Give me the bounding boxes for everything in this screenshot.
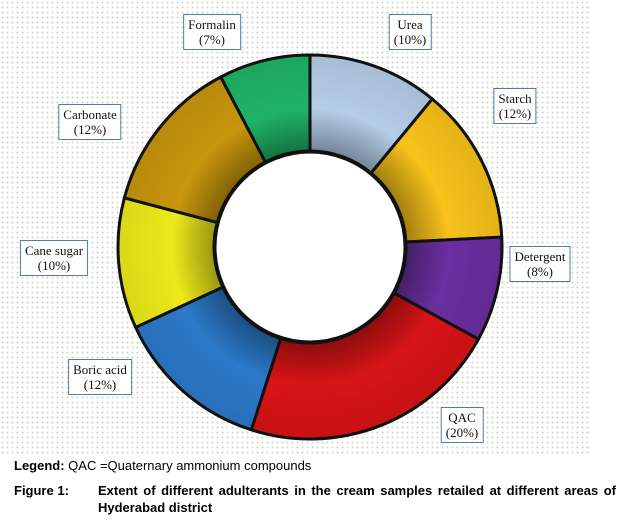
slice-label-qac-percent: (20%): [445, 425, 479, 440]
slice-label-urea-name: Urea: [397, 17, 423, 32]
legend-text: QAC =Quaternary ammonium compounds: [64, 458, 312, 473]
slice-label-carbonate-name: Carbonate: [63, 107, 117, 122]
figure-title: Figure 1: Extent of different adulterant…: [14, 482, 616, 516]
slice-label-cane-sugar: Cane sugar (10%): [19, 240, 89, 276]
slice-label-starch-percent: (12%): [498, 106, 532, 121]
figure-caption: Legend: QAC =Quaternary ammonium compoun…: [14, 458, 616, 516]
slice-label-urea: Urea (10%): [388, 14, 432, 50]
slice-label-cane-sugar-percent: (10%): [37, 258, 71, 273]
slice-label-starch-name: Starch: [498, 91, 532, 106]
slice-label-detergent-percent: (8%): [527, 264, 553, 279]
legend-note: Legend: QAC =Quaternary ammonium compoun…: [14, 458, 616, 473]
donut-hole: [213, 150, 407, 344]
chart-area: Urea (10%) Starch (12%) Detergent (8%) Q…: [0, 0, 590, 455]
slice-label-detergent: Detergent (8%): [509, 246, 571, 282]
figure-label: Figure 1:: [14, 483, 69, 498]
slice-label-boric-acid-percent: (12%): [83, 377, 117, 392]
figure-text: Extent of different adulterants in the c…: [98, 483, 616, 515]
slice-label-formalin: Formalin (7%): [183, 14, 241, 50]
slice-label-formalin-name: Formalin: [188, 17, 236, 32]
slice-label-starch: Starch (12%): [493, 88, 537, 124]
slice-label-formalin-percent: (7%): [198, 32, 225, 47]
slice-label-urea-percent: (10%): [393, 32, 427, 47]
legend-label: Legend:: [14, 458, 65, 473]
slice-label-detergent-name: Detergent: [514, 249, 566, 264]
slice-label-qac: QAC (20%): [440, 407, 484, 443]
slice-label-qac-name: QAC: [448, 410, 476, 425]
slice-label-carbonate-percent: (12%): [73, 122, 107, 137]
slice-label-boric-acid-name: Boric acid: [73, 362, 127, 377]
slice-label-cane-sugar-name: Cane sugar: [24, 243, 84, 258]
donut-chart: [116, 53, 504, 441]
slice-label-carbonate: Carbonate (12%): [58, 104, 122, 140]
slice-label-boric-acid: Boric acid (12%): [68, 359, 132, 395]
